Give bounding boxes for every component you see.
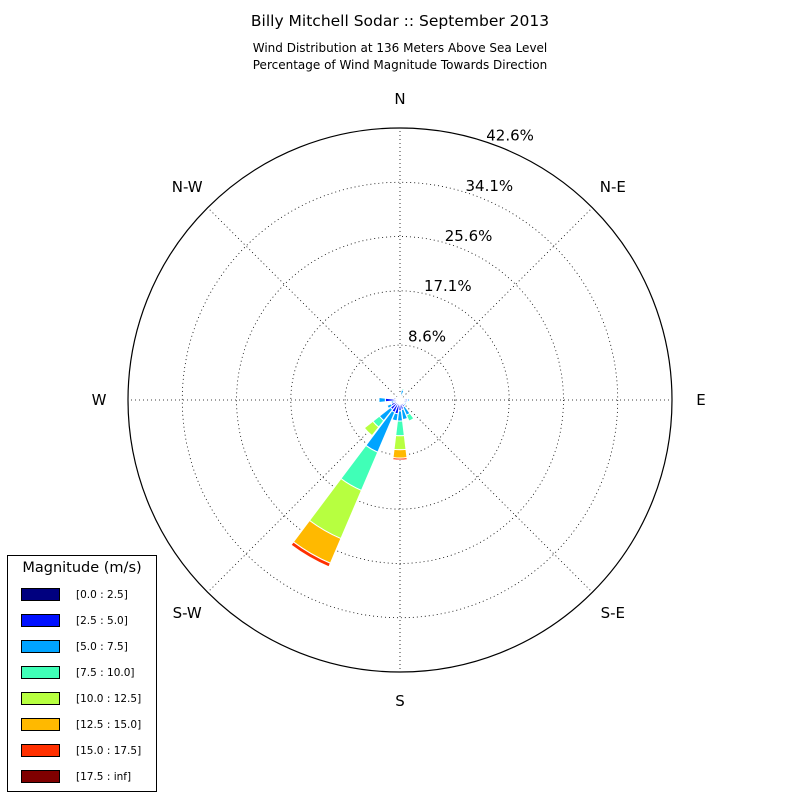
sector-180-bin-6 <box>392 457 408 461</box>
legend-item: [2.5 : 5.0] <box>21 614 153 630</box>
legend-title: Magnitude (m/s) <box>22 560 142 576</box>
ring-label-2: 25.6% <box>445 227 493 245</box>
legend-item: [15.0 : 17.5] <box>21 744 153 760</box>
legend: Magnitude (m/s) [0.0 : 2.5] [2.5 : 5.0] [5… <box>7 555 157 792</box>
direction-label-s-w: S-W <box>173 604 202 622</box>
direction-label-s-e: S-E <box>601 604 625 622</box>
sector-270-bin-2 <box>378 396 386 404</box>
legend-swatch <box>21 770 60 783</box>
direction-label-n: N <box>394 90 405 108</box>
legend-label: [17.5 : inf] <box>76 771 132 783</box>
legend-item: [5.0 : 7.5] <box>21 640 153 656</box>
legend-swatch <box>21 640 60 653</box>
grid-ring-3 <box>181 181 619 619</box>
chart-subtitle-line-2: Percentage of Wind Magnitude Towards Dir… <box>252 58 548 72</box>
legend-label: [0.0 : 2.5] <box>76 589 128 601</box>
polar-labels: 8.6% 17.1% 25.6% 34.1% 42.6% N N-E E S-E S S-W W N-W <box>92 90 706 710</box>
ring-label-4: 42.6% <box>486 127 534 145</box>
direction-label-n-w: N-W <box>172 178 203 196</box>
legend-item: [7.5 : 10.0] <box>21 666 153 682</box>
legend-item: [12.5 : 15.0] <box>21 718 153 734</box>
grid-ring-1 <box>290 290 510 510</box>
polar-grid <box>128 128 672 672</box>
grid-ring-0 <box>344 344 456 456</box>
direction-label-s: S <box>395 692 405 710</box>
sector-210-bin-6 <box>290 541 332 568</box>
ring-label-1: 17.1% <box>424 277 472 295</box>
sector-240-bin-2 <box>386 403 394 410</box>
wind-sectors <box>290 388 415 568</box>
sector-225-bin-4 <box>363 420 380 437</box>
sector-150-bin-3 <box>405 412 415 422</box>
sector-180-bin-3 <box>395 420 405 437</box>
legend-swatch <box>21 614 60 627</box>
sector-345-bin-2 <box>398 397 401 400</box>
legend-swatch <box>21 666 60 679</box>
outer-circle <box>127 127 673 673</box>
chart-title: Billy Mitchell Sodar :: September 2013 <box>250 12 550 30</box>
legend-item: [17.5 : inf] <box>21 770 153 786</box>
legend-label: [5.0 : 7.5] <box>76 641 128 653</box>
grid-spoke-s-e <box>399 399 593 593</box>
grid-ring-2 <box>236 236 564 564</box>
legend-item: [0.0 : 2.5] <box>21 588 153 604</box>
legend-swatch <box>21 744 60 757</box>
chart-subtitle-line-1: Wind Distribution at 136 Meters Above Se… <box>252 41 548 55</box>
direction-label-n-e: N-E <box>600 178 626 196</box>
direction-label-w: W <box>92 391 107 409</box>
grid-spoke-n-e <box>399 207 593 401</box>
legend-label: [7.5 : 10.0] <box>76 667 135 679</box>
legend-label: [12.5 : 15.0] <box>76 719 142 731</box>
ring-label-0: 8.6% <box>408 327 446 345</box>
sector-30-bin-2 <box>400 394 405 398</box>
sector-300-bin-2 <box>394 395 397 399</box>
legend-swatch <box>21 718 60 731</box>
sector-15-bin-3 <box>400 388 405 392</box>
sector-90-bin-2 <box>407 398 411 402</box>
sector-285-bin-2 <box>392 396 395 400</box>
legend-label: [2.5 : 5.0] <box>76 615 128 627</box>
grid-spoke-n-w <box>207 207 401 401</box>
polar-outline <box>127 127 673 673</box>
sector-180-bin-5 <box>392 448 408 459</box>
legend-label: [10.0 : 12.5] <box>76 693 142 705</box>
ring-label-3: 34.1% <box>465 177 513 195</box>
direction-label-e: E <box>696 391 705 409</box>
sector-180-bin-4 <box>393 434 407 451</box>
legend-item: [10.0 : 12.5] <box>21 692 153 708</box>
legend-swatch <box>21 588 60 601</box>
legend-label: [15.0 : 17.5] <box>76 745 142 757</box>
legend-swatch <box>21 692 60 705</box>
